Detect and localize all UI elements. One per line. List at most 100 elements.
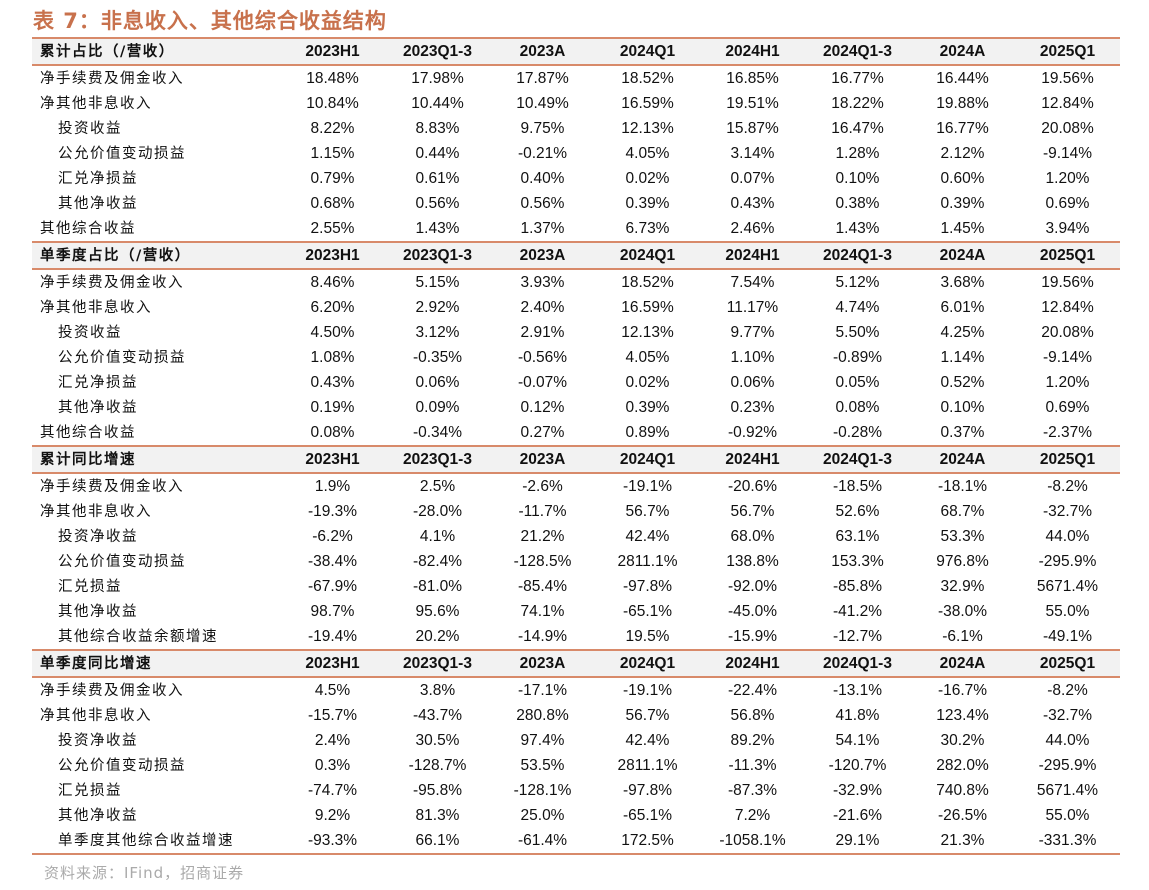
cell-value: 172.5% [595, 828, 700, 855]
cell-value: 0.56% [415, 194, 460, 212]
column-header: 2024H1 [700, 241, 805, 270]
table-row: 其他净收益 9.2% 81.3% 25.0% -65.1% 7.2% -21.6% -26.5… [32, 803, 1120, 828]
cell-value: 0.44% [415, 144, 460, 162]
cell-value: 0.60% [940, 169, 985, 187]
cell-value: 2811.1% [617, 756, 678, 774]
section-title: 累计占比（/营收） [32, 37, 280, 66]
section-title: 单季度占比（/营收） [32, 241, 280, 270]
cell-value: 16.44% [936, 69, 989, 87]
column-header: 2024Q1-3 [805, 37, 910, 66]
column-header: 2023H1 [280, 445, 385, 474]
cell-value: 2.55% [310, 219, 355, 237]
cell-value: 11.17% [726, 298, 779, 316]
cell-value: 54.1% [835, 731, 880, 749]
cell-value: 0.02% [625, 373, 670, 391]
cell-value: 9.2% [314, 806, 351, 824]
cell-value: -32.9% [832, 781, 883, 799]
cell-value: -18.5% [832, 477, 883, 495]
table-row: 投资收益 8.22% 8.83% 9.75% 12.13% 15.87% 16.47% 16.… [32, 116, 1120, 141]
cell-value: -19.3% [307, 502, 358, 520]
cell-value: 56.7% [625, 502, 670, 520]
table-row: 净手续费及佣金收入 4.5% 3.8% -17.1% -19.1% -22.4% -13.1… [32, 677, 1120, 703]
cell-value: -18.1% [937, 477, 988, 495]
column-header: 2023A [490, 37, 595, 66]
cell-value: 19.56% [1041, 69, 1094, 87]
cell-value: 0.43% [310, 373, 355, 391]
cell-value: 81.3% [415, 806, 460, 824]
column-header: 2023Q1-3 [385, 649, 490, 678]
cell-value: 0.08% [835, 398, 880, 416]
cell-value: 2.91% [520, 323, 565, 341]
section-title: 累计同比增速 [32, 445, 280, 474]
cell-value: -74.7% [307, 781, 358, 799]
cell-value: 55.0% [1045, 806, 1090, 824]
cell-value: -0.35% [412, 348, 463, 366]
cell-value: 3.8% [419, 681, 456, 699]
cell-value: 97.4% [520, 731, 565, 749]
cell-value: 1.43% [415, 219, 460, 237]
column-header: 2024H1 [700, 649, 805, 678]
table-row: 公允价值变动损益 1.15% 0.44% -0.21% 4.05% 3.14% 1.28% 2… [32, 141, 1120, 166]
cell-value: 0.69% [1045, 398, 1090, 416]
section-header-row: 累计同比增速 2023H1 2023Q1-3 2023A 2024Q1 2024H1 202… [32, 445, 1120, 474]
cell-value: -14.9% [517, 627, 568, 645]
cell-value: -12.7% [832, 627, 883, 645]
cell-value: -22.4% [727, 681, 778, 699]
cell-value: 9.75% [520, 119, 565, 137]
cell-value: 63.1% [835, 527, 880, 545]
cell-value: -19.1% [622, 477, 673, 495]
cell-value: 21.3% [910, 828, 1015, 855]
cell-value: 18.48% [306, 69, 359, 87]
cell-value: 4.5% [314, 681, 351, 699]
cell-value: 44.0% [1045, 527, 1090, 545]
table-row: 其他综合收益 2.55% 1.43% 1.37% 6.73% 2.46% 1.43% 1.45… [32, 216, 1120, 242]
cell-value: -92.0% [727, 577, 778, 595]
cell-value: 0.39% [625, 194, 670, 212]
cell-value: -2.6% [522, 477, 563, 495]
column-header: 2025Q1 [1015, 241, 1120, 270]
cell-value: -0.89% [832, 348, 883, 366]
column-header: 2023Q1-3 [385, 37, 490, 66]
cell-value: 153.3% [831, 552, 884, 570]
cell-value: -2.37% [1042, 423, 1093, 441]
cell-value: 8.22% [310, 119, 355, 137]
table-row: 净手续费及佣金收入 1.9% 2.5% -2.6% -19.1% -20.6% -18.5%… [32, 473, 1120, 499]
table-row: 净其他非息收入 10.84% 10.44% 10.49% 16.59% 19.51% 18.… [32, 91, 1120, 116]
cell-value: 5671.4% [1036, 781, 1099, 799]
cell-value: 20.08% [1041, 323, 1094, 341]
cell-value: 16.85% [726, 69, 779, 87]
cell-value: 16.77% [936, 119, 989, 137]
cell-value: -15.9% [727, 627, 778, 645]
cell-value: -128.7% [408, 756, 467, 774]
row-label: 净其他非息收入 [40, 707, 152, 724]
cell-value: -128.5% [513, 552, 572, 570]
cell-value: 56.7% [730, 502, 775, 520]
cell-value: 0.43% [730, 194, 775, 212]
cell-value: -32.7% [1042, 502, 1093, 520]
column-header: 2024Q1 [595, 649, 700, 678]
cell-value: 3.94% [1045, 219, 1090, 237]
cell-value: 0.08% [310, 423, 355, 441]
cell-value: 123.4% [936, 706, 989, 724]
cell-value: 280.8% [516, 706, 569, 724]
column-header: 2023H1 [280, 649, 385, 678]
cell-value: -0.21% [517, 144, 568, 162]
row-label: 投资收益 [58, 324, 122, 341]
cell-value: 0.89% [625, 423, 670, 441]
cell-value: 740.8% [936, 781, 989, 799]
cell-value: -295.9% [1038, 552, 1097, 570]
row-label: 净手续费及佣金收入 [40, 274, 184, 291]
section-header-row: 累计占比（/营收） 2023H1 2023Q1-3 2023A 2024Q1 2024H1… [32, 37, 1120, 66]
row-label: 投资收益 [58, 120, 122, 137]
cell-value: 6.20% [310, 298, 355, 316]
cell-value: 12.84% [1041, 94, 1094, 112]
cell-value: 5.50% [835, 323, 880, 341]
cell-value: 1.43% [835, 219, 880, 237]
cell-value: -0.28% [832, 423, 883, 441]
cell-value: 1.08% [310, 348, 355, 366]
cell-value: 1.45% [940, 219, 985, 237]
cell-value: -0.07% [517, 373, 568, 391]
row-label: 公允价值变动损益 [58, 349, 186, 366]
cell-value: 42.4% [625, 731, 670, 749]
table-row: 其他净收益 98.7% 95.6% 74.1% -65.1% -45.0% -41.2% -3… [32, 599, 1120, 624]
